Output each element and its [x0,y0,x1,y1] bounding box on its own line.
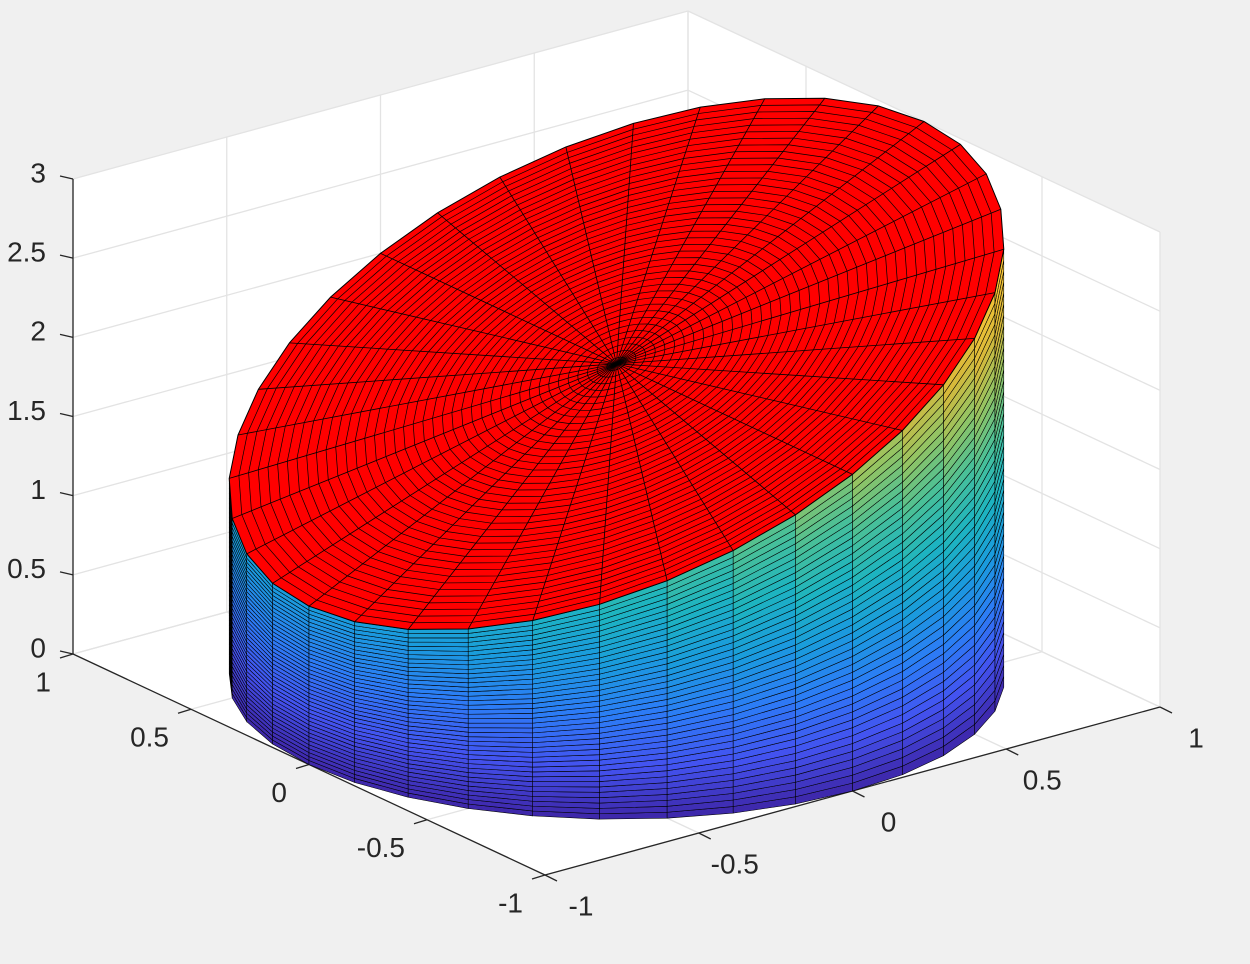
x-tick [698,832,712,840]
z-tick [59,254,74,259]
top-spoke [616,123,634,364]
y-tick-label: 0.5 [130,722,169,753]
top-spoke [330,296,617,365]
top-spoke [565,146,617,364]
top-spoke [616,98,826,365]
wall-face [467,727,533,734]
wall-face [532,781,600,788]
top-spoke [616,363,734,551]
top-spoke [616,121,925,365]
wall-face [467,717,533,724]
x-tick-label: -1 [569,890,594,921]
z-tick-label: 3 [30,157,46,188]
z-tick-label: 0.5 [7,553,46,584]
top-spoke [616,248,1004,365]
wall-face [467,722,533,729]
x-tick [1159,706,1173,714]
wall-face [407,633,469,639]
z-tick-label: 0 [30,632,46,663]
top-spoke [616,363,796,516]
top-spoke [499,176,617,365]
z-tick [59,333,74,338]
y-tick [295,763,310,770]
z-tick-label: 1 [30,474,46,505]
top-spoke [616,363,944,386]
z-tick [59,650,74,655]
top-spoke [616,208,1001,365]
grid-line [72,10,689,180]
x-tick [852,790,865,798]
grid-line [72,89,689,259]
top-spoke [599,363,617,605]
z-tick-label: 1.5 [7,395,46,426]
top-spoke [616,292,996,365]
y-tick [59,653,74,659]
y-tick [531,874,546,880]
wall-face [532,775,600,782]
top-spoke [616,363,668,581]
top-spoke [616,173,987,365]
top-spoke [616,363,903,431]
top-spoke [532,363,617,621]
z-tick [59,412,74,418]
x-tick-label: -0.5 [711,848,759,879]
top-spoke [616,105,879,365]
x-tick-label: 0 [881,806,897,837]
top-spoke [308,363,617,607]
top-spoke [246,363,617,555]
top-spoke [229,363,617,479]
top-spoke [258,363,617,390]
x-tick-label: 1 [1188,722,1204,753]
top-spoke [467,363,617,630]
top-spoke [616,107,701,364]
y-tick-label: 0 [271,777,287,808]
top-spoke [616,363,853,475]
top-spoke [380,252,617,365]
top-spoke [437,212,617,365]
z-tick-label: 2.5 [7,237,46,268]
top-spoke [232,363,617,519]
z-tick [59,492,74,497]
top-spoke [237,363,617,436]
surface [228,97,1005,820]
z-tick [59,571,74,576]
top-spoke [407,363,617,630]
wall-face [407,637,469,643]
top-spoke [616,98,766,365]
top-spoke [616,144,961,365]
y-tick [177,708,192,714]
wall-face [407,641,469,648]
top-spoke [354,363,617,623]
y-tick-label: -0.5 [357,832,405,863]
x-tick-label: 0.5 [1023,764,1062,795]
z-tick-label: 2 [30,316,46,347]
top-spoke [289,342,617,365]
wall-face [532,786,600,793]
y-tick-label: 1 [35,666,51,697]
top-spoke [616,337,975,365]
z-tick [59,175,74,180]
x-tick [1005,748,1019,756]
x-tick [544,874,558,882]
y-tick-label: -1 [498,887,523,918]
top-spoke [272,363,617,584]
y-tick [413,819,428,825]
